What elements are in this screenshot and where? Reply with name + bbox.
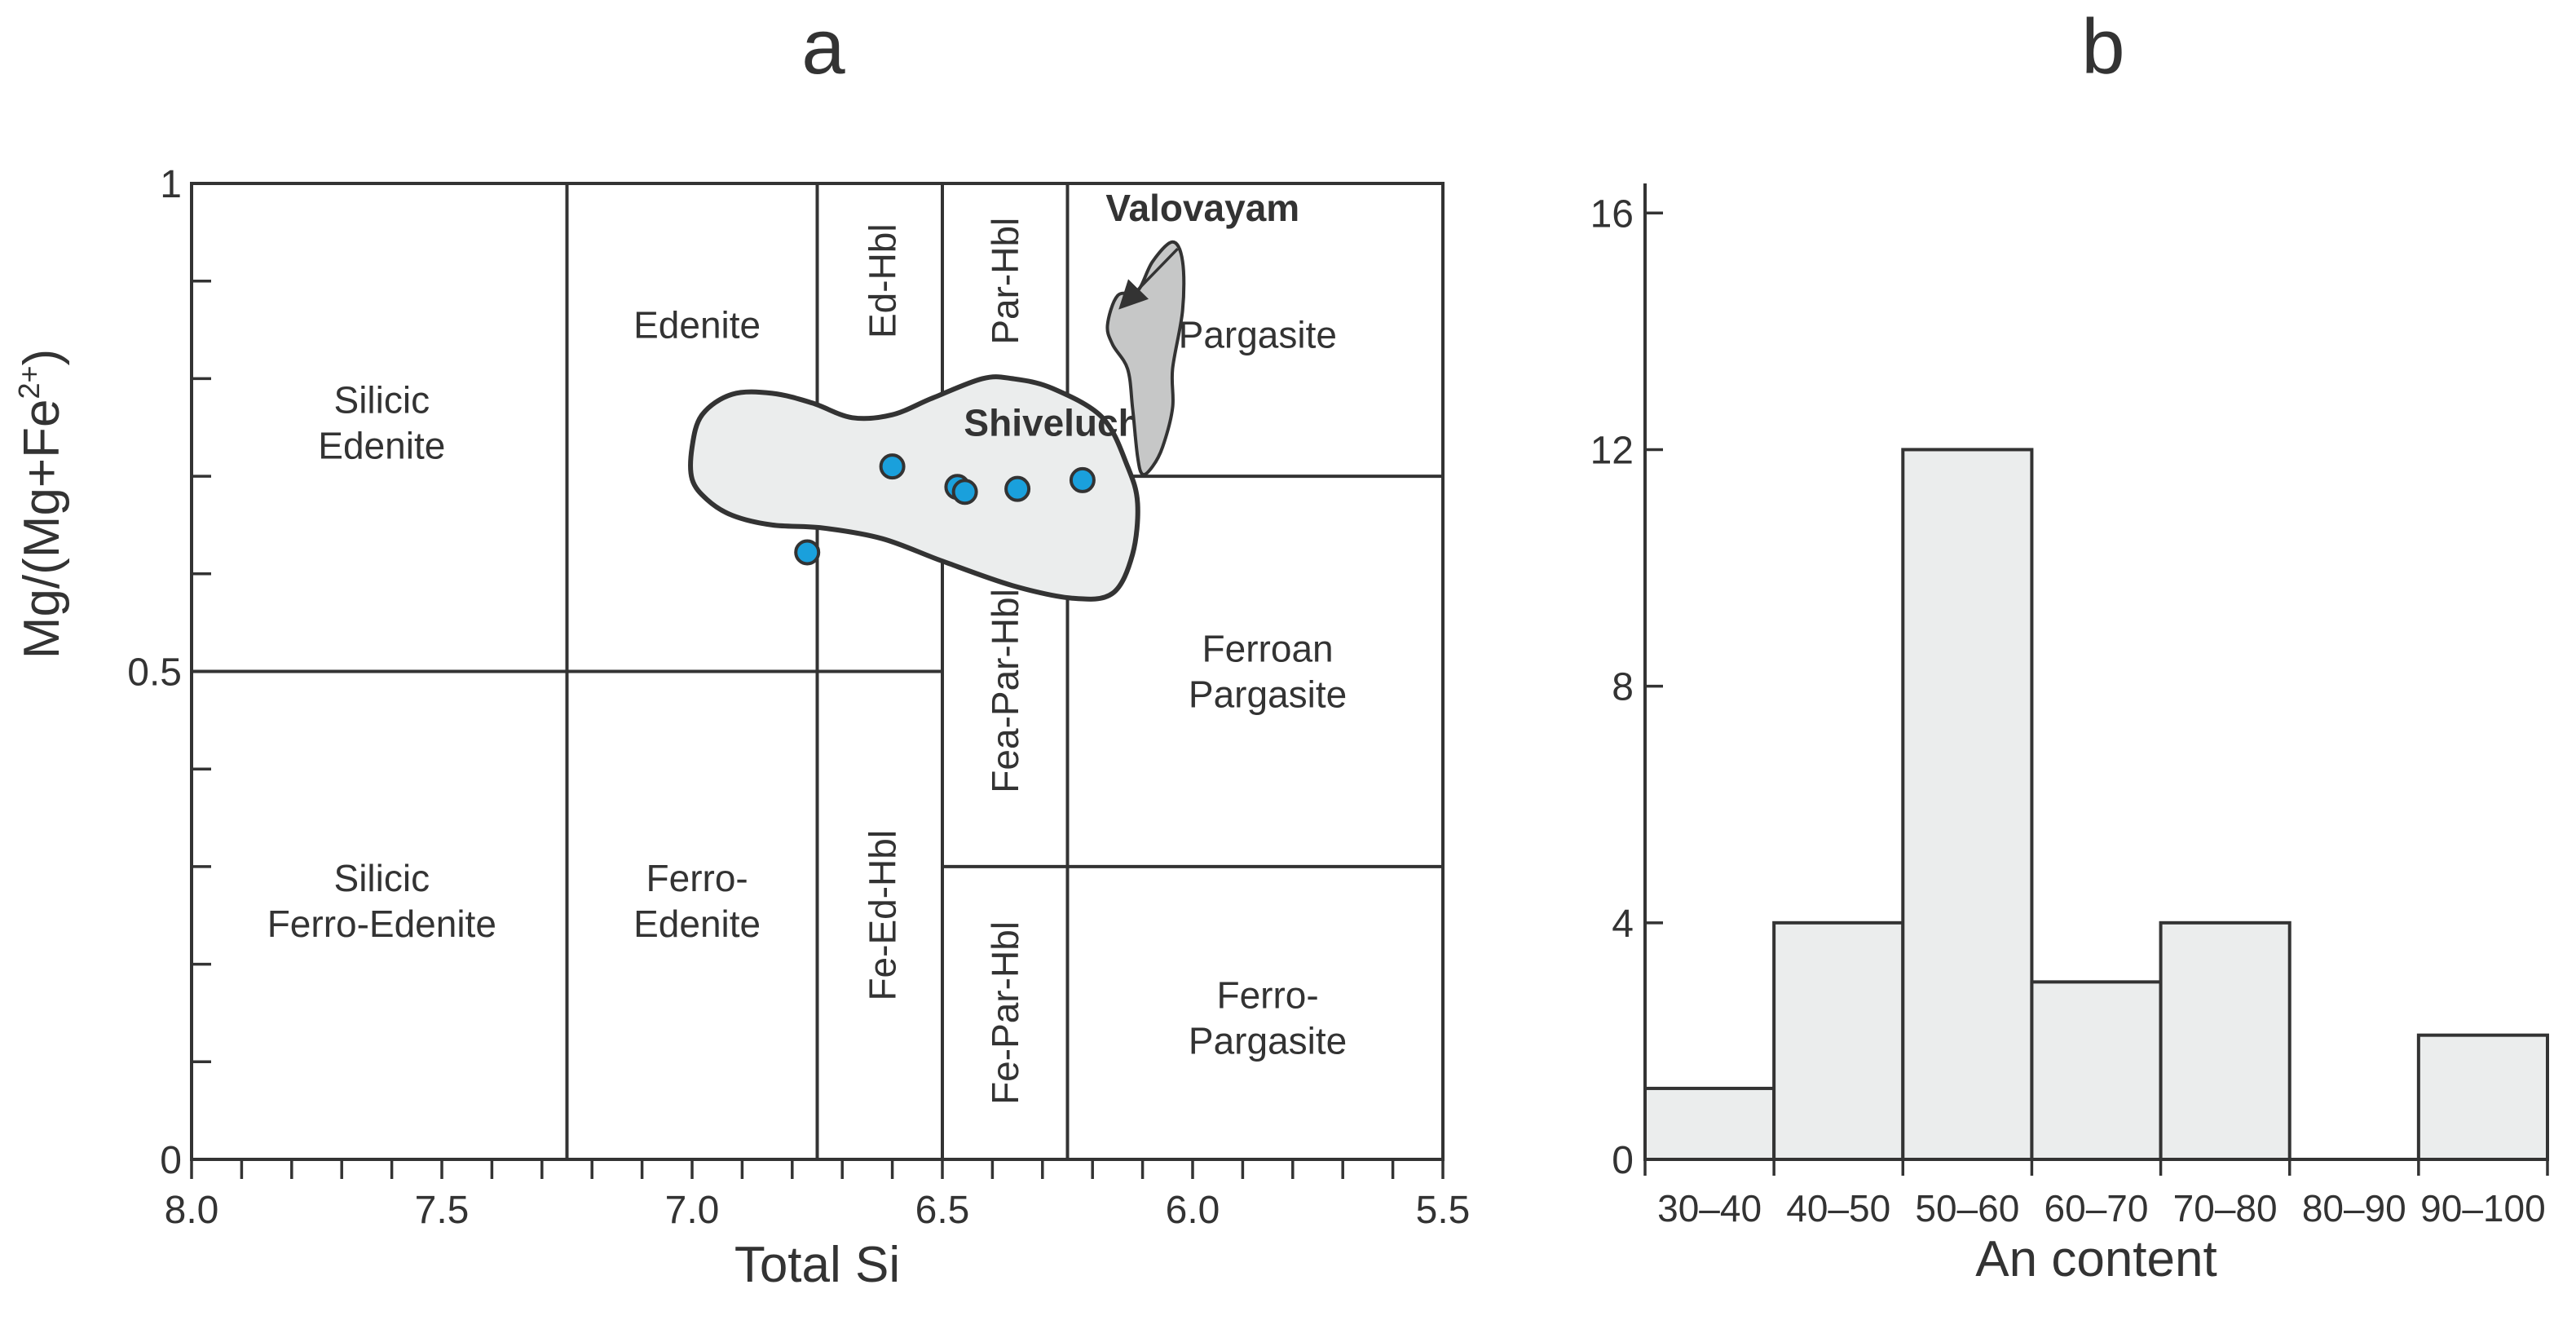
histogram-bar-40-50 (1772, 920, 1905, 1162)
b-x-tick-label-90-100: 90–100 (2420, 1187, 2546, 1229)
field-label-line: Edenite (318, 424, 445, 466)
field-label-line: Ferro- (1216, 973, 1318, 1016)
histogram-bar-90-100 (2416, 1033, 2550, 1161)
field-label-ferroan-pargasite: Ferroan Pargasite (1189, 628, 1347, 716)
field-label-edenite: Edenite (633, 304, 761, 347)
y-axis-label-main: Mg/(Mg+Fe (14, 400, 70, 660)
histogram-bars (1643, 448, 2550, 1162)
field-label-line: Edenite (633, 304, 761, 347)
b-x-tick-label-70-80: 70–80 (2173, 1187, 2278, 1229)
b-x-tick-label-80-90: 80–90 (2302, 1187, 2406, 1229)
histogram-bar-60-70 (2030, 980, 2163, 1162)
x-axis-label: Total Si (734, 1237, 900, 1293)
x-tick-label-7-5: 7.5 (415, 1189, 470, 1232)
panel-b-histogram: 0 4 8 12 16 30–40 40–50 50–60 60–70 70–80 80–90 90–… (1590, 183, 2550, 1287)
field-label-ed-hbl: Ed-Hbl (861, 223, 903, 338)
region-shiveluch (688, 374, 1140, 602)
field-label-ferro-edenite: Ferro-Edenite (633, 857, 761, 945)
field-label-line: Pargasite (1189, 673, 1347, 716)
field-label-line: Pargasite (1179, 314, 1337, 356)
field-label-line: Silicic (334, 857, 430, 899)
field-label-line: Ferro-Edenite (267, 903, 496, 945)
y-tick-label-0: 0 (160, 1139, 182, 1182)
b-x-tick-label-50-60: 50–60 (1915, 1187, 2019, 1229)
field-label-silicic-ferro-edenite: Silicic Ferro-Edenite (267, 857, 496, 945)
y-tick-label-0-5: 0.5 (127, 651, 182, 695)
axes-a: 8.0 7.5 7.0 6.5 6.0 5.5 0 0.5 1 (127, 163, 1470, 1232)
y-axis-label-close: ) (14, 349, 70, 366)
field-label-line: Edenite (633, 903, 761, 945)
b-y-tick-label-4: 4 (1612, 903, 1634, 946)
panel-b-title: b (2081, 3, 2124, 91)
field-label-fea-par-hbl: Fea-Par-Hbl (984, 589, 1026, 793)
data-point-0 (879, 453, 906, 480)
panel-a-title: a (801, 3, 845, 91)
y-axis-label: Mg/(Mg+Fe2+) (12, 349, 70, 659)
b-x-tick-label-30-40: 30–40 (1657, 1187, 1762, 1229)
b-x-tick-label-40-50: 40–50 (1786, 1187, 1890, 1229)
region-label-shiveluch: Shiveluch (964, 401, 1140, 444)
y-tick-label-1: 1 (160, 163, 182, 206)
b-y-tick-label-8: 8 (1612, 666, 1634, 709)
field-label-fe-ed-hbl: Fe-Ed-Hbl (861, 830, 903, 1001)
regions: Shiveluch Valovayam (688, 187, 1299, 602)
histogram-bar-50-60 (1901, 448, 2034, 1161)
x-axis-label: An content (1975, 1231, 2217, 1287)
field-label-line: Pargasite (1189, 1019, 1347, 1062)
axes-b: 0 4 8 12 16 30–40 40–50 50–60 60–70 70–80 80–90 90–… (1590, 183, 2549, 1229)
data-point-1 (794, 539, 821, 566)
region-label-valovayam: Valovayam (1105, 187, 1299, 229)
histogram-bar-70-80 (2159, 920, 2291, 1162)
x-tick-label-8-0: 8.0 (165, 1189, 219, 1232)
x-tick-label-6-5: 6.5 (915, 1189, 970, 1232)
histogram-bar-30-40 (1643, 1086, 1776, 1161)
field-label-silicic-edenite: Silicic Edenite (318, 378, 445, 466)
data-point-3 (951, 479, 978, 505)
b-y-tick-label-16: 16 (1590, 192, 1634, 236)
y-axis-label-sup: 2+ (12, 365, 46, 399)
data-points (794, 453, 1096, 566)
field-label-pargasite: Pargasite (1179, 314, 1337, 356)
field-label-line: Ferroan (1202, 628, 1334, 670)
field-label-line: Ferro- (646, 857, 748, 899)
data-point-4 (1004, 475, 1031, 502)
x-tick-label-5-5: 5.5 (1416, 1189, 1471, 1232)
b-x-tick-label-60-70: 60–70 (2044, 1187, 2149, 1229)
field-label-fe-par-hbl: Fe-Par-Hbl (984, 921, 1026, 1105)
field-label-ferro-pargasite: Ferro-Pargasite (1189, 973, 1347, 1062)
region-arrow-valovayam (1118, 247, 1179, 310)
b-y-tick-label-0: 0 (1612, 1139, 1634, 1182)
field-label-line: Silicic (334, 378, 430, 421)
x-tick-label-7-0: 7.0 (665, 1189, 720, 1232)
x-tick-label-6-0: 6.0 (1166, 1189, 1220, 1232)
field-label-par-hbl: Par-Hbl (984, 218, 1026, 345)
b-y-tick-label-12: 12 (1590, 429, 1634, 472)
data-point-5 (1069, 466, 1096, 493)
